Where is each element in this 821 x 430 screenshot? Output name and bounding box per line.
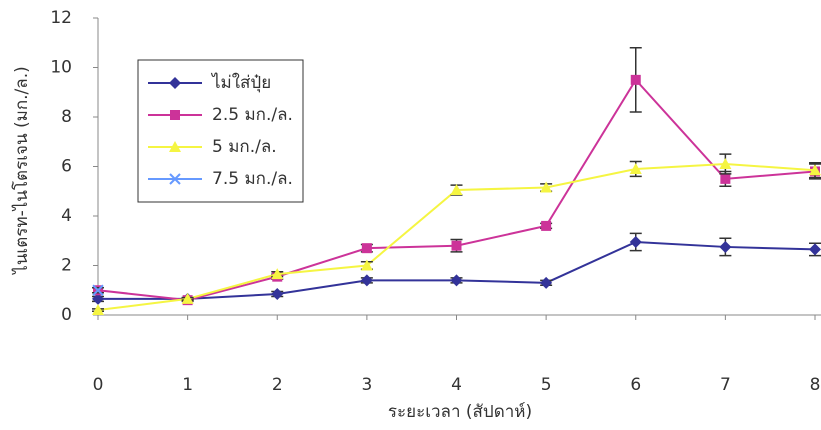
x-tick-label: 1 <box>182 375 193 395</box>
legend-label: 2.5 มก./ล. <box>212 105 293 125</box>
marker <box>630 236 642 248</box>
marker <box>271 288 283 300</box>
x-tick-label: 5 <box>541 375 552 395</box>
y-tick-label: 8 <box>61 107 72 127</box>
marker <box>719 241 731 253</box>
marker <box>451 274 463 286</box>
y-tick-label: 2 <box>61 256 72 276</box>
x-tick-label: 2 <box>272 375 283 395</box>
marker <box>720 174 730 184</box>
y-tick-label: 6 <box>61 157 72 177</box>
chart: ไนเตรท-ไนโตรเจน (มก./ล.) ระยะเวลา (สัปดา… <box>0 0 821 430</box>
y-axis-label: ไนเตรท-ไนโตรเจน (มก./ล.) <box>11 66 32 275</box>
legend-label: ไม่ใส่ปุ๋ย <box>210 72 271 93</box>
legend-marker <box>170 110 180 120</box>
y-tick-label: 10 <box>50 58 72 78</box>
marker <box>540 277 552 289</box>
y-tick-label: 12 <box>50 8 72 28</box>
marker <box>362 243 372 253</box>
legend-label: 7.5 มก./ล. <box>212 169 293 189</box>
marker <box>361 274 373 286</box>
marker <box>631 75 641 85</box>
y-tick-label: 0 <box>61 305 72 325</box>
legend-label: 5 มก./ล. <box>212 137 277 157</box>
x-tick-label: 0 <box>93 375 104 395</box>
x-tick-label: 8 <box>810 375 821 395</box>
marker <box>809 243 821 255</box>
marker <box>452 241 462 251</box>
x-tick-label: 7 <box>720 375 731 395</box>
x-axis-label: ระยะเวลา (สัปดาห์) <box>388 402 532 422</box>
x-tick-label: 3 <box>361 375 372 395</box>
x-tick-label: 6 <box>630 375 641 395</box>
marker <box>541 221 551 231</box>
y-tick-label: 4 <box>61 206 72 226</box>
x-tick-label: 4 <box>451 375 462 395</box>
